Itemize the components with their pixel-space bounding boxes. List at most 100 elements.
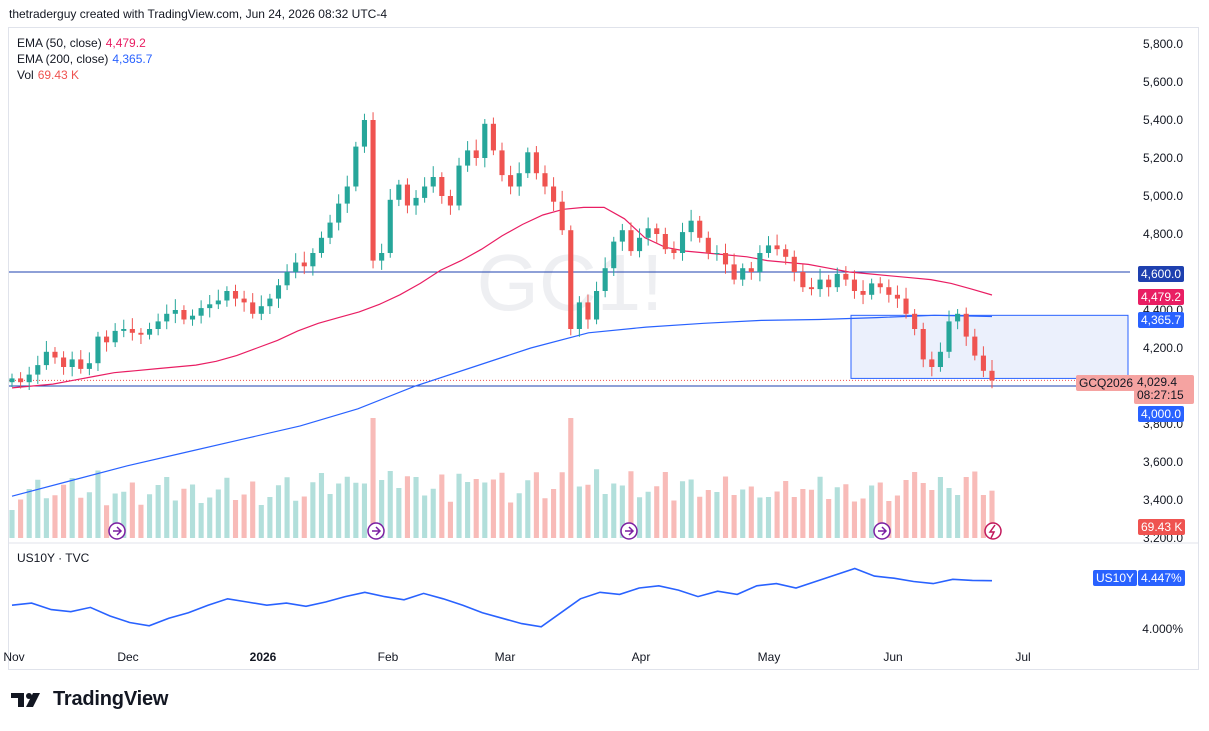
volume-bar xyxy=(679,481,686,538)
candle-body xyxy=(379,253,385,261)
candle-body xyxy=(774,245,780,250)
indicator-legend: EMA (50, close) 4,479.2 EMA (200, close) 4… xyxy=(17,35,152,83)
candle-body xyxy=(78,359,84,369)
volume-bar xyxy=(860,498,866,538)
candle-body xyxy=(869,283,875,295)
candle-body xyxy=(834,273,840,288)
candle-body xyxy=(955,313,961,322)
time-axis-label: Jul xyxy=(1015,650,1030,664)
volume-bar xyxy=(129,482,135,538)
last-price-tag: 4,029.4 08:27:15 xyxy=(1134,375,1194,404)
volume-bar xyxy=(955,495,961,538)
tradingview-logo[interactable]: TradingView xyxy=(11,688,168,711)
volume-bar xyxy=(645,491,651,538)
time-axis-label: May xyxy=(758,650,781,664)
volume-bar xyxy=(95,470,101,538)
volume-bar xyxy=(817,476,823,538)
time-axis-label: Nov xyxy=(3,650,24,664)
candle-body xyxy=(731,264,737,280)
price-axis-label: 4,200.0 xyxy=(1143,341,1183,355)
volume-bar xyxy=(215,489,221,538)
candle-body xyxy=(894,294,900,299)
candle-body xyxy=(35,365,41,375)
volume-bar xyxy=(164,477,170,538)
candle-body xyxy=(95,336,101,364)
candle-body xyxy=(387,199,393,253)
candle-body xyxy=(43,351,49,366)
volume-bar xyxy=(52,495,58,538)
volume-bar xyxy=(980,495,986,538)
candle-body xyxy=(499,150,505,176)
volume-bar xyxy=(774,491,780,538)
volume-bar xyxy=(937,477,943,538)
candle-body xyxy=(800,272,806,288)
us10y-symbol-tag: US10Y xyxy=(1093,570,1138,586)
volume-bar xyxy=(456,473,462,538)
candle-body xyxy=(61,357,67,367)
ema50-legend-row[interactable]: EMA (50, close) 4,479.2 xyxy=(17,35,152,51)
volume-bar xyxy=(662,472,668,538)
volume-bar xyxy=(69,478,75,538)
volume-bar xyxy=(697,496,703,538)
candle-body xyxy=(662,234,668,250)
candle-body xyxy=(447,196,453,206)
candle-body xyxy=(972,336,978,356)
price-axis-label: 5,600.0 xyxy=(1143,75,1183,89)
candle-body xyxy=(765,245,772,253)
volume-bar xyxy=(671,500,677,538)
volume-bar xyxy=(310,482,316,538)
volume-bar xyxy=(396,488,402,538)
volume-bar xyxy=(989,490,995,538)
candle-body xyxy=(826,279,832,288)
ema200-legend-row[interactable]: EMA (200, close) 4,365.7 xyxy=(17,51,152,67)
candle-body xyxy=(327,222,333,238)
candle-body xyxy=(344,186,350,204)
volume-bar xyxy=(353,482,359,538)
candle-body xyxy=(439,177,445,196)
candle-body xyxy=(164,313,170,322)
volume-bar xyxy=(61,484,67,538)
candle-body xyxy=(121,329,127,331)
volume-bar xyxy=(293,500,299,538)
volume-bar xyxy=(688,479,694,538)
volume-bar xyxy=(9,510,15,538)
candle-body xyxy=(361,120,368,147)
volume-bar xyxy=(894,495,900,538)
candle-body xyxy=(989,370,995,381)
candle-body xyxy=(594,291,600,320)
volume-bar xyxy=(568,418,574,538)
candle-body xyxy=(293,262,299,272)
candle-body xyxy=(370,120,376,261)
candle-body xyxy=(52,351,58,358)
volume-bar xyxy=(628,471,634,538)
volume-bar xyxy=(26,489,32,538)
volume-bar xyxy=(851,501,858,538)
candle-body xyxy=(456,165,462,206)
us10y-legend[interactable]: US10Y · TVC xyxy=(17,551,90,565)
time-axis-label: Mar xyxy=(495,650,516,664)
candle-body xyxy=(920,329,926,360)
vol-legend-row[interactable]: Vol 69.43 K xyxy=(17,67,152,83)
volume-bar xyxy=(843,484,849,538)
candle-body xyxy=(963,313,969,337)
volume-bar xyxy=(465,482,471,538)
volume-bar xyxy=(585,484,591,538)
candle-body xyxy=(783,249,789,257)
price-axis-label: 5,800.0 xyxy=(1143,37,1183,51)
volume-bar xyxy=(78,497,84,538)
vol-legend-label: Vol xyxy=(17,68,34,82)
ema200-legend-value: 4,365.7 xyxy=(112,52,153,66)
candle-body xyxy=(250,302,256,314)
candle-body xyxy=(189,315,196,320)
volume-bar xyxy=(413,477,419,538)
volume-bar xyxy=(482,482,488,538)
candle-body xyxy=(654,228,660,234)
volume-bar xyxy=(765,497,772,538)
candle-body xyxy=(404,184,410,206)
chart-frame xyxy=(8,27,1199,670)
volume-bar xyxy=(18,499,24,538)
candle-body xyxy=(697,220,703,238)
price-axis-label: 3,400.0 xyxy=(1143,493,1183,507)
volume-bar xyxy=(232,500,239,538)
